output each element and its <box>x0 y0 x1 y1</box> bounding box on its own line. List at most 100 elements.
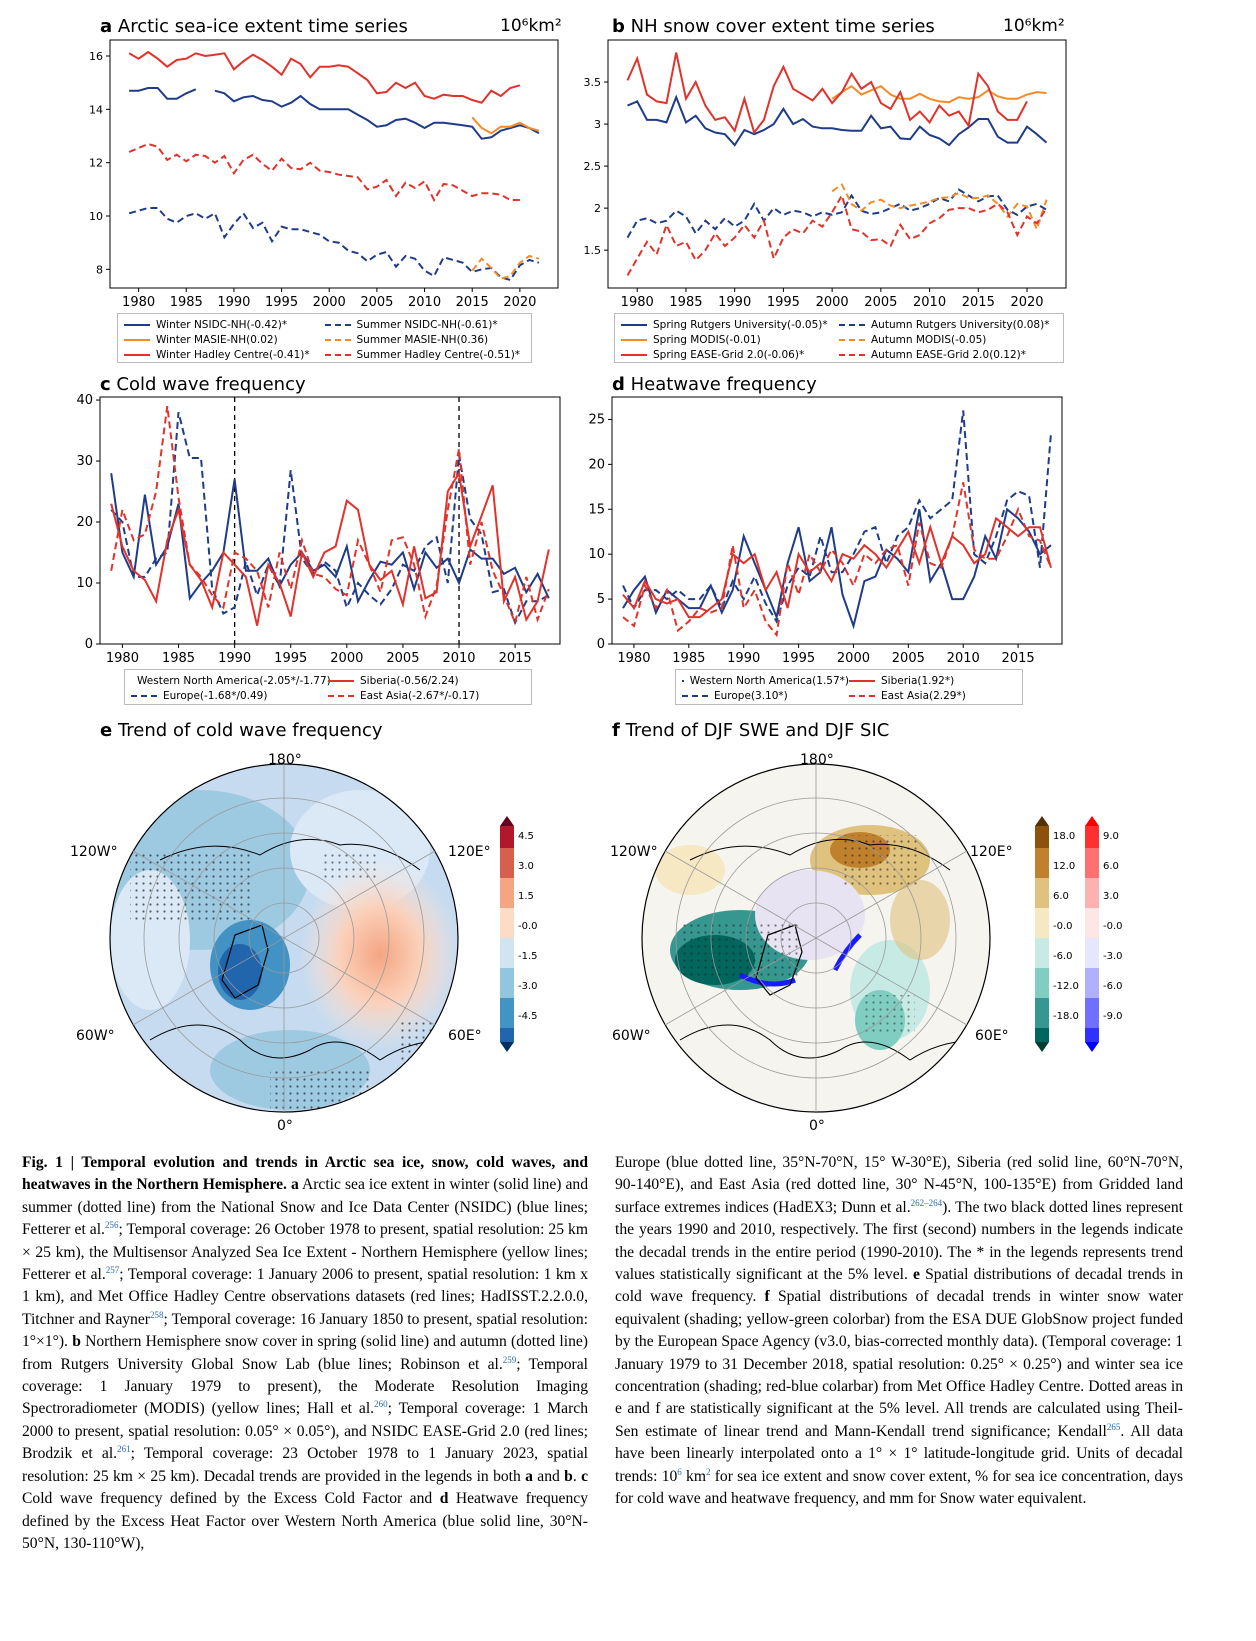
x-tick-label: 1990 <box>718 295 751 310</box>
legend-label: East Asia(2.29*) <box>881 689 966 702</box>
chart-heatwave-frequency: 1980 1985 1990 1995 2000 2005 2010 2015 0 5 10 15 20… <box>588 396 1063 666</box>
x-tick-label: 2015 <box>1002 651 1035 666</box>
svg-text:-12.0: -12.0 <box>1053 981 1079 992</box>
panel-a-unit: 10⁶km² <box>500 16 562 36</box>
svg-text:4.5: 4.5 <box>518 831 534 842</box>
legend-row: Spring Rutgers University(-0.05)* Autumn … <box>621 317 1057 332</box>
svg-text:-18.0: -18.0 <box>1053 1011 1079 1022</box>
series-line-0 <box>622 507 1052 630</box>
svg-text:-0.0: -0.0 <box>1103 921 1123 932</box>
legend-label: Autumn EASE-Grid 2.0(0.12)* <box>871 348 1027 361</box>
svg-text:3.0: 3.0 <box>518 861 534 872</box>
legend-entry: Summer NSIDC-NH(-0.61)* <box>324 317 526 332</box>
x-tick-label: 1985 <box>672 651 705 666</box>
svg-text:-4.5: -4.5 <box>518 1011 538 1022</box>
series-line-1 <box>626 188 1048 239</box>
series-line-0 <box>627 94 1048 147</box>
chart-sea-ice-extent: 1980 1985 1990 1995 2000 2005 2010 2015 2020 8 10 1… <box>89 39 559 310</box>
x-tick-label: 1980 <box>617 651 650 666</box>
series-line-1 <box>622 410 1052 624</box>
caption-right-column: Europe (blue dotted line, 35°N-70°N, 15°… <box>615 1154 1184 1508</box>
x-tick-label: 2000 <box>837 651 870 666</box>
legend-label: Siberia(1.92*) <box>881 674 955 687</box>
legend-row: Western North America(-2.05*/-1.77) Siber… <box>131 673 525 688</box>
legend-label: Western North America(-2.05*/-1.77) <box>137 674 331 687</box>
series-line-2 <box>471 116 540 135</box>
y-tick-label: 1.5 <box>584 244 602 257</box>
colorbar-sic: 9.0 6.0 3.0 -0.0 -3.0 -6.0 -9.0 <box>1085 816 1123 1052</box>
legend-label: Winter MASIE-NH(0.02) <box>156 333 278 346</box>
legend-entry: East Asia(2.29*) <box>849 688 1016 703</box>
legend-entry: Europe(-1.68*/0.49) <box>131 688 328 703</box>
panel-b-unit: 10⁶km² <box>1003 16 1065 36</box>
map-swe-sic-trend: 18.0 12.0 6.0 -0.0 -6.0 -12.0 -18.0 9.0 … <box>610 752 1123 1134</box>
x-tick-label: 2010 <box>947 651 980 666</box>
lon-label-120e: 120E° <box>448 844 491 860</box>
legend-entry: Autumn EASE-Grid 2.0(0.12)* <box>839 347 1057 362</box>
legend-swatch <box>849 694 875 697</box>
panel-d-title: d Heatwave frequency <box>612 374 817 395</box>
legend-label: Europe(-1.68*/0.49) <box>163 689 268 702</box>
x-tick-label: 2015 <box>499 651 532 666</box>
x-tick-label: 1995 <box>265 295 298 310</box>
legend-label: Winter NSIDC-NH(-0.42)* <box>156 318 288 331</box>
legend-entry: Winter Hadley Centre(-0.41)* <box>124 347 325 362</box>
lon-label-120w: 120W° <box>70 844 118 860</box>
legend-swatch <box>324 323 351 326</box>
x-tick-label: 2010 <box>408 295 441 310</box>
series-line-3 <box>831 183 1048 233</box>
series-line-0 <box>129 87 540 140</box>
legend-label: Summer MASIE-NH(0.36) <box>356 333 489 346</box>
series-line-3 <box>471 254 540 280</box>
legend-swatch <box>124 353 150 356</box>
legend-entry: Western North America(-2.05*/-1.77) <box>131 673 331 688</box>
legend-entry: East Asia(-2.67*/-0.17) <box>328 688 525 703</box>
x-tick-label: 2020 <box>503 295 536 310</box>
x-tick-label: 2015 <box>962 295 995 310</box>
y-tick-label: 3 <box>594 118 601 131</box>
legend-label: Summer Hadley Centre(-0.51)* <box>356 348 521 361</box>
panel-e-title: e Trend of cold wave frequency <box>100 720 383 741</box>
y-tick-label: 10 <box>89 210 103 223</box>
y-tick-label: 14 <box>89 103 103 116</box>
legend-panel-a: Winter NSIDC-NH(-0.42)* Summer NSIDC-NH(-… <box>117 313 532 363</box>
legend-swatch <box>124 323 150 326</box>
svg-text:-3.0: -3.0 <box>518 981 538 992</box>
legend-row: Winter Hadley Centre(-0.41)* Summer Hadle… <box>124 347 525 362</box>
y-tick-label: 25 <box>588 412 605 427</box>
legend-row: Europe(3.10*) East Asia(2.29*) <box>682 688 1016 703</box>
y-tick-label: 0 <box>85 637 93 652</box>
panel-c-title: c Cold wave frequency <box>100 374 306 395</box>
x-tick-label: 1990 <box>217 295 250 310</box>
legend-label: Summer NSIDC-NH(-0.61)* <box>356 318 498 331</box>
y-tick-label: 8 <box>96 263 103 276</box>
y-tick-label: 10 <box>588 547 605 562</box>
legend-label: Winter Hadley Centre(-0.41)* <box>156 348 310 361</box>
series-line-2 <box>831 84 1047 104</box>
lon-label-60e: 60E° <box>448 1028 482 1044</box>
legend-swatch <box>621 338 647 341</box>
lon-label-0: 0° <box>277 1118 293 1134</box>
y-tick-label: 3.5 <box>584 76 602 89</box>
lon-label-60e: 60E° <box>975 1028 1009 1044</box>
y-tick-label: 20 <box>76 515 93 530</box>
legend-entry: Autumn Rutgers University(0.08)* <box>839 317 1057 332</box>
series-line-2 <box>622 516 1052 619</box>
x-tick-label: 2005 <box>386 651 419 666</box>
legend-label: East Asia(-2.67*/-0.17) <box>360 689 480 702</box>
legend-swatch <box>324 338 351 341</box>
legend-entry: Spring MODIS(-0.01) <box>621 332 839 347</box>
x-tick-label: 2010 <box>913 295 946 310</box>
y-tick-label: 2.5 <box>584 160 602 173</box>
svg-text:3.0: 3.0 <box>1103 891 1119 902</box>
legend-swatch <box>839 353 865 356</box>
lon-label-180: 180° <box>268 752 302 768</box>
legend-swatch <box>839 323 865 326</box>
series-line-0 <box>110 473 550 605</box>
legend-entry: Autumn MODIS(-0.05) <box>839 332 1057 347</box>
legend-entry: Western North America(1.57*) <box>682 673 849 688</box>
legend-entry: Spring Rutgers University(-0.05)* <box>621 317 839 332</box>
x-tick-label: 2005 <box>892 651 925 666</box>
svg-text:-1.5: -1.5 <box>518 951 538 962</box>
svg-text:1.5: 1.5 <box>518 891 534 902</box>
